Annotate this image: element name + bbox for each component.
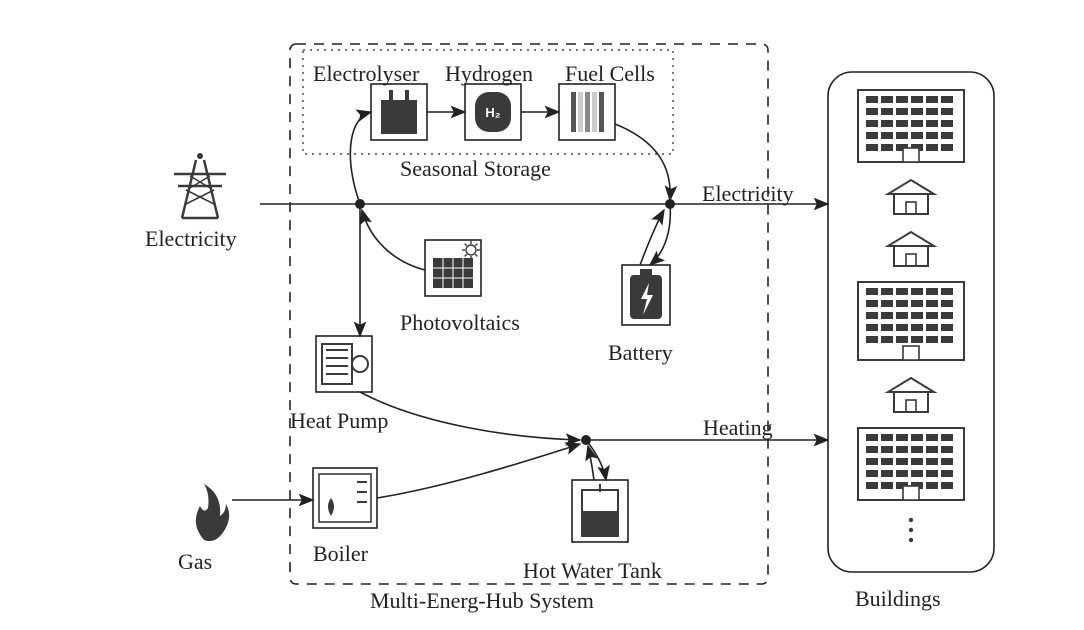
label-gas-in: Gas xyxy=(178,549,212,575)
edge-bus-to-electrolyser xyxy=(350,112,371,204)
hwt-icon xyxy=(572,480,628,542)
edge-hp-to-heat xyxy=(360,392,580,440)
label-pv: Photovoltaics xyxy=(400,310,520,336)
battery-icon xyxy=(622,265,670,325)
label-fuelcells: Fuel Cells xyxy=(565,61,655,87)
label-system: Multi-Energ-Hub System xyxy=(370,588,594,614)
boiler-icon xyxy=(313,468,377,528)
fuelcells-icon xyxy=(559,84,615,140)
label-hwt: Hot Water Tank xyxy=(523,558,662,584)
pv-icon xyxy=(425,240,481,296)
gas-flame-icon xyxy=(196,484,229,541)
label-heating-out: Heating xyxy=(703,415,773,441)
label-electrolyser: Electrolyser xyxy=(313,61,419,87)
electrolyser-icon xyxy=(371,84,427,140)
edge-pv-to-bus xyxy=(362,210,425,270)
label-electricity-out: Electricity xyxy=(702,181,794,207)
svg-text:H₂: H₂ xyxy=(485,105,500,120)
label-hydrogen: Hydrogen xyxy=(445,61,533,87)
pylon-icon xyxy=(174,153,226,218)
label-buildings: Buildings xyxy=(855,586,941,612)
hydrogen-icon: H₂ xyxy=(465,84,521,140)
label-seasonal: Seasonal Storage xyxy=(400,156,551,182)
edge-heat-to-hwt xyxy=(586,440,606,480)
edge-batt-to-bus xyxy=(640,210,664,265)
diagram-canvas: H₂ xyxy=(0,0,1084,630)
label-battery: Battery xyxy=(608,340,673,366)
heatpump-icon xyxy=(316,336,372,392)
label-electricity-in: Electricity xyxy=(145,226,237,252)
label-heatpump: Heat Pump xyxy=(290,408,388,434)
edge-boiler-to-heat xyxy=(377,444,580,498)
label-boiler: Boiler xyxy=(313,541,368,567)
edge-fc-to-bus xyxy=(615,124,670,200)
